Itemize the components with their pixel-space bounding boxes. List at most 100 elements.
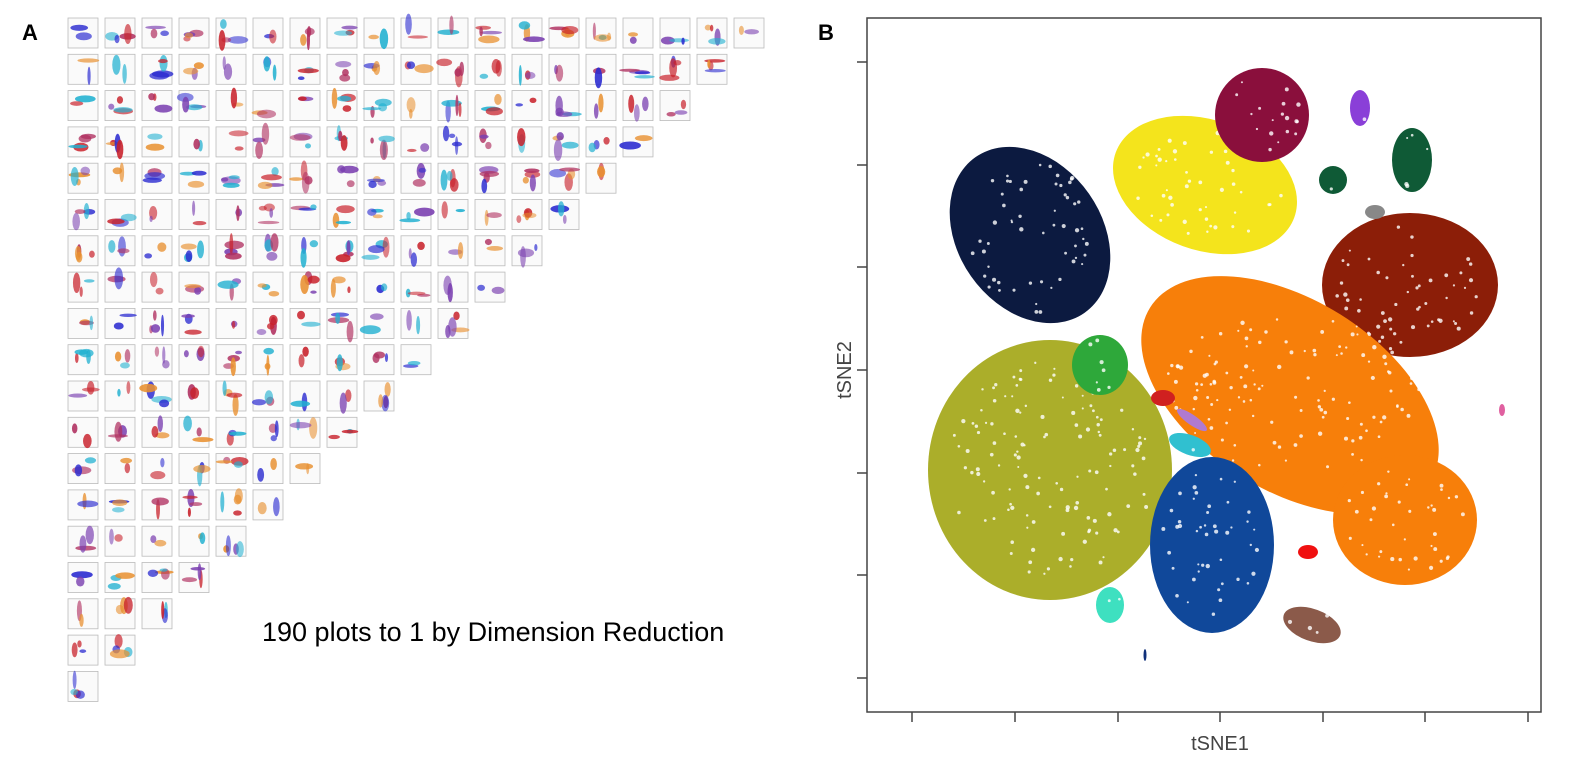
- cluster-gap: [1299, 409, 1303, 412]
- mini-density: [80, 133, 96, 140]
- mini-plot: [289, 53, 321, 85]
- mini-density: [634, 135, 653, 142]
- mini-frame: [289, 90, 321, 121]
- mini-density: [72, 272, 81, 294]
- cluster-gap: [1250, 112, 1253, 116]
- cluster-gap: [1233, 480, 1236, 483]
- mini-plot: [215, 17, 249, 51]
- mini-plot: [251, 90, 284, 121]
- cluster-gap: [1109, 452, 1113, 456]
- mini-frame: [178, 235, 210, 267]
- mini-density: [83, 433, 92, 449]
- mini-density: [301, 171, 310, 194]
- mini-density: [373, 351, 386, 359]
- cluster-gap: [1019, 369, 1023, 373]
- cluster-gap: [976, 471, 981, 477]
- cluster-gap: [1231, 182, 1236, 186]
- mini-density: [297, 310, 305, 320]
- cluster-gap: [1294, 132, 1298, 136]
- cluster-gap: [963, 466, 967, 470]
- mini-density: [378, 394, 384, 408]
- mini-plot: [326, 344, 358, 376]
- cluster-gap: [1380, 311, 1385, 315]
- cluster-gap: [1331, 319, 1335, 323]
- cluster: [1215, 68, 1309, 162]
- cluster-gap: [1231, 168, 1235, 173]
- cluster-gap: [1131, 428, 1135, 431]
- cluster-gap: [1209, 224, 1213, 228]
- mini-density: [266, 251, 278, 261]
- cluster-gap: [1348, 249, 1351, 252]
- mini-plot: [289, 453, 321, 485]
- cluster-gap: [1317, 431, 1323, 436]
- cluster-gap: [1252, 369, 1255, 372]
- cluster-gap: [974, 424, 979, 428]
- cluster-gap: [1205, 563, 1210, 569]
- mini-density: [124, 349, 131, 363]
- mini-density: [368, 34, 379, 40]
- cluster-gap: [1410, 376, 1415, 381]
- mini-density: [255, 141, 263, 159]
- mini-plot: [548, 199, 580, 230]
- mini-plot: [585, 53, 617, 89]
- mini-density: [150, 471, 166, 480]
- mini-density: [150, 324, 161, 333]
- mini-density: [192, 220, 207, 226]
- cluster-gap: [1415, 286, 1419, 290]
- cluster-gap: [1400, 407, 1404, 412]
- mini-density: [373, 61, 381, 76]
- mini-density: [149, 271, 158, 288]
- cluster-gap: [1277, 445, 1282, 449]
- mini-density: [270, 457, 277, 470]
- mini-density: [666, 112, 676, 117]
- cluster-gap: [1377, 435, 1381, 439]
- cluster-gap: [1385, 276, 1389, 280]
- cluster-gap: [1285, 129, 1290, 134]
- cluster-gap: [1347, 499, 1351, 503]
- cluster-gap: [1452, 284, 1456, 287]
- mini-density: [522, 212, 537, 219]
- mini-plot: [548, 90, 582, 121]
- mini-plot: [104, 380, 136, 412]
- mini-density: [361, 254, 380, 260]
- cluster-gap: [1246, 229, 1251, 233]
- mini-density: [588, 142, 596, 153]
- mini-density: [75, 32, 92, 41]
- mini-plot: [511, 162, 543, 194]
- cluster-gap: [1218, 332, 1223, 336]
- cluster-gap: [1225, 160, 1230, 165]
- mini-density: [437, 29, 460, 35]
- cluster-gap: [1344, 306, 1349, 311]
- cluster-gap: [1245, 345, 1248, 348]
- mini-density: [120, 362, 130, 369]
- mini-density: [151, 497, 169, 506]
- cluster-gap: [1070, 558, 1074, 562]
- cluster-gap: [1361, 544, 1364, 547]
- mini-density: [334, 30, 353, 36]
- cluster: [1392, 128, 1432, 192]
- cluster-gap: [1174, 405, 1179, 410]
- cluster-gap: [1317, 399, 1320, 402]
- mini-plot: [548, 162, 581, 194]
- cluster-gap: [1202, 373, 1207, 378]
- cluster-gap: [1028, 281, 1033, 285]
- cluster-gap: [1236, 577, 1240, 582]
- cluster-gap: [1370, 375, 1375, 381]
- cluster-gap: [1044, 432, 1049, 437]
- cluster-gap: [1019, 227, 1024, 232]
- mini-density: [335, 312, 341, 324]
- mini-density: [181, 314, 195, 318]
- cluster-gap: [1351, 439, 1355, 443]
- cluster-gap: [984, 421, 988, 424]
- cluster-gap: [1002, 203, 1006, 208]
- cluster-gap: [1074, 423, 1079, 427]
- mini-density: [417, 241, 425, 251]
- cluster-gap: [1133, 472, 1137, 476]
- cluster-gap: [1219, 187, 1224, 192]
- mini-density: [633, 104, 640, 122]
- mini-frame: [252, 271, 284, 303]
- cluster-gap: [1211, 612, 1216, 616]
- mini-plot: [400, 126, 432, 158]
- mini-plot: [178, 162, 210, 194]
- cluster-gap: [1168, 195, 1173, 200]
